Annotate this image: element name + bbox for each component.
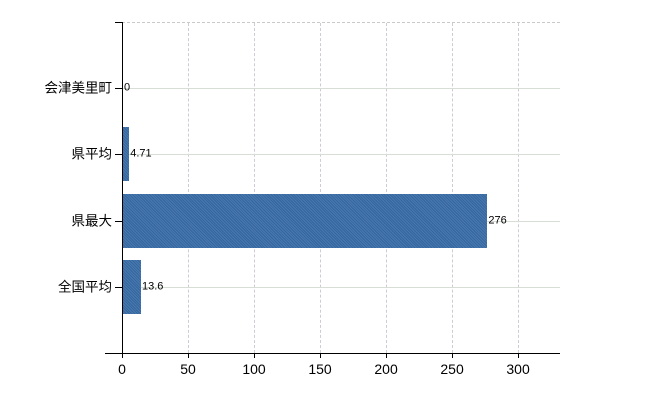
x-tick-label: 250 — [440, 361, 464, 377]
data-bar — [123, 193, 488, 248]
bar-value-label: 4.71 — [130, 147, 152, 160]
x-axis-line — [105, 353, 560, 354]
v-gridline — [254, 23, 256, 353]
y-axis-tick — [115, 154, 122, 156]
y-axis-line — [122, 22, 123, 358]
v-gridline — [386, 23, 388, 353]
bar-value-label: 0 — [124, 81, 131, 94]
x-axis-tick — [452, 353, 454, 358]
category-label: 全国平均 — [58, 279, 112, 295]
h-gridline — [123, 154, 560, 156]
v-gridline — [320, 23, 322, 353]
x-tick-label: 150 — [308, 361, 332, 377]
data-bar — [123, 259, 141, 314]
y-axis-tick — [115, 22, 122, 23]
y-axis-tick — [115, 220, 122, 222]
x-axis-tick — [386, 353, 388, 358]
h-gridline — [123, 88, 560, 90]
v-gridline — [518, 23, 520, 353]
v-gridline — [188, 23, 189, 353]
x-tick-label: 50 — [180, 361, 196, 377]
x-tick-label: 200 — [374, 361, 398, 377]
bar-value-label: 13.6 — [141, 280, 164, 293]
x-tick-label: 300 — [506, 361, 530, 377]
plot-top-border — [122, 22, 560, 23]
bar-value-label: 276 — [488, 214, 507, 227]
y-axis-tick — [115, 353, 122, 354]
v-gridline — [452, 23, 454, 353]
x-tick-label: 0 — [118, 361, 126, 377]
y-axis-tick — [115, 286, 122, 288]
h-gridline — [123, 286, 560, 288]
y-axis-tick — [115, 88, 122, 90]
category-label: 会津美里町 — [44, 80, 113, 96]
category-label: 県最大 — [71, 212, 113, 228]
x-axis-tick — [320, 353, 322, 358]
x-tick-label: 100 — [242, 361, 266, 377]
x-axis-tick — [188, 353, 189, 358]
x-axis-tick — [518, 353, 520, 358]
data-bar — [123, 127, 130, 182]
category-label: 県平均 — [71, 146, 113, 162]
x-axis-tick — [122, 353, 123, 358]
x-axis-tick — [254, 353, 256, 358]
